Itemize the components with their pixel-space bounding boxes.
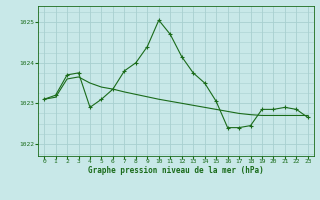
- X-axis label: Graphe pression niveau de la mer (hPa): Graphe pression niveau de la mer (hPa): [88, 166, 264, 175]
